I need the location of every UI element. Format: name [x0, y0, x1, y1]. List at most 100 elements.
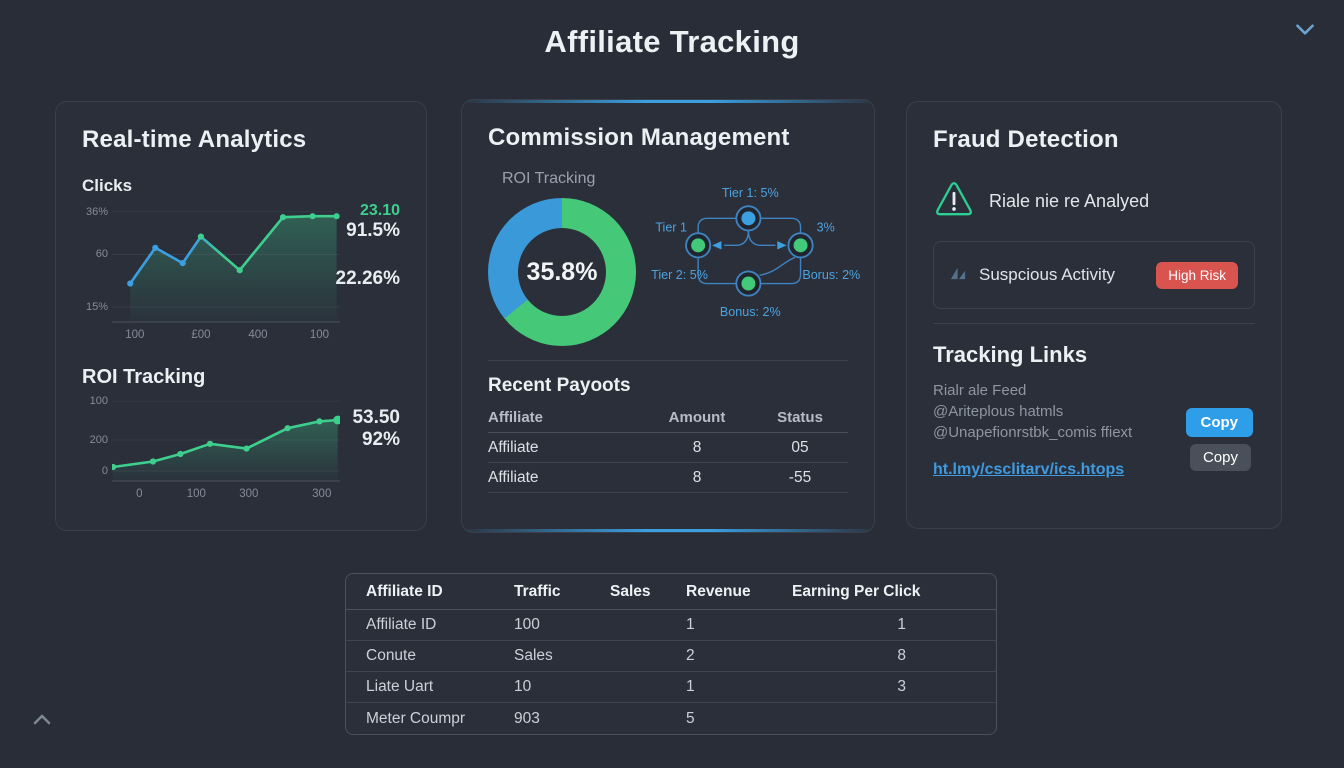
axis-tick: 100: [186, 488, 206, 500]
tracking-link[interactable]: ht.lmy/csclitarv/ics.htops: [933, 461, 1125, 478]
page-title: Affiliate Tracking: [544, 24, 800, 59]
table-cell: Conute: [366, 647, 416, 664]
axis-tick: 60: [95, 248, 108, 261]
suspicious-activity-label: Suspcious Activity: [979, 265, 1116, 284]
clicks-chart: 36% 60 15% 100 £00 400 100 23.10 91.5% 2…: [82, 202, 400, 350]
tracking-links-block: Rialr ale Feed @Ariteplous hatmls @Unape…: [933, 380, 1255, 479]
clicks-y-axis: 36% 60 15%: [82, 202, 108, 350]
table-cell: Meter Coumpr: [366, 709, 466, 727]
suspicious-activity-box: Suspcious Activity High Risk: [933, 241, 1255, 309]
roi-secondary-value: 92%: [361, 429, 400, 450]
divider: [933, 323, 1255, 324]
donut-hole: 35.8%: [518, 228, 606, 316]
clicks-summary-values: 23.10 91.5% 22.26%: [336, 202, 400, 290]
clicks-primary-value: 23.10: [359, 202, 400, 219]
payouts-title: Recent Payoots: [488, 375, 631, 396]
tier-label-left: Tier 1: [655, 220, 687, 234]
payout-row: Affiliate 8 -55: [488, 463, 848, 493]
roi-chart-label: ROI Tracking: [82, 366, 206, 388]
analytics-card-title: Real-time Analytics: [82, 126, 307, 153]
axis-tick: 300: [312, 488, 332, 500]
roi-y-axis: 100 200 0: [82, 395, 108, 503]
roi-summary-values: 53.50 92%: [352, 407, 400, 451]
realtime-analytics-card: Real-time Analytics Clicks 36% 60 15% 10…: [55, 101, 427, 531]
table-cell: 8: [897, 647, 906, 664]
clicks-secondary-value: 91.5%: [346, 220, 400, 241]
axis-tick: 0: [101, 464, 108, 477]
clicks-chart-label: Clicks: [82, 176, 133, 195]
column-header: Traffic: [514, 582, 561, 600]
table-cell: 10: [514, 678, 532, 695]
table-row: Liate Uart 10 1 3: [346, 672, 996, 703]
column-header: Earning Per Click: [792, 582, 921, 600]
clicks-line-chart: [112, 211, 340, 323]
table-row: Conute Sales 2 8: [346, 641, 996, 672]
table-cell: Affiliate ID: [366, 616, 437, 633]
tier-label-right: 3%: [817, 220, 835, 234]
roi-line-chart: [112, 400, 340, 482]
axis-tick: 400: [248, 329, 268, 341]
table-header-row: Affiliate ID Traffic Sales Revenue Earni…: [346, 574, 996, 610]
arrow-right-icon: [777, 241, 787, 250]
table-cell: 05: [791, 438, 809, 456]
clicks-tertiary-value: 22.26%: [335, 268, 400, 289]
table-cell: 1: [686, 678, 695, 695]
tier-label-left-bottom: Tier 2: 5%: [651, 268, 708, 282]
table-cell: Liate Uart: [366, 678, 434, 695]
fraud-detection-card: Fraud Detection Riale nie re Analyed Sus…: [906, 101, 1282, 529]
roi-chart: 100 200 0 0 100 300 300 53.50 92%: [82, 395, 400, 503]
copy-primary-button[interactable]: Copy: [1185, 408, 1253, 437]
table-cell: 1: [686, 616, 695, 633]
copy-secondary-button[interactable]: Copy: [1189, 444, 1251, 471]
donut-label: ROI Tracking: [502, 170, 596, 187]
activity-chart-icon: [950, 264, 967, 286]
roi-primary-value: 53.50: [352, 407, 400, 428]
fraud-alert-row: Riale nie re Analyed: [933, 180, 1255, 223]
payouts-header-row: Affiliate Amount Status: [488, 403, 848, 433]
table-cell: Affiliate: [488, 438, 539, 456]
commission-donut-chart: 35.8%: [488, 198, 636, 346]
divider: [488, 360, 848, 361]
axis-tick: 15%: [85, 300, 108, 313]
feed-line: Rialr ale Feed: [933, 382, 1027, 399]
commission-management-card: Commission Management ROI Tracking 35.8%: [461, 99, 875, 533]
axis-tick: 300: [239, 488, 259, 500]
table-cell: 8: [692, 438, 702, 456]
table-cell: 8: [692, 468, 702, 486]
high-risk-badge: High Risk: [1156, 261, 1238, 289]
commission-donut-block: ROI Tracking 35.8%: [488, 170, 646, 346]
clicks-x-axis: 100 £00 400 100: [112, 329, 340, 343]
table-cell: 3: [897, 678, 906, 695]
tier-label-right-bottom: Borus: 2%: [802, 268, 860, 282]
table-cell: Affiliate: [488, 468, 539, 486]
table-cell: 903: [514, 709, 540, 727]
roi-x-axis: 0 100 300 300: [112, 488, 340, 502]
chevron-down-icon[interactable]: [1292, 16, 1318, 42]
column-header: Affiliate: [488, 409, 544, 426]
arrow-left-icon: [712, 241, 722, 250]
payouts-table: Affiliate Amount Status Affiliate 8 05 Affi…: [488, 403, 848, 493]
table-cell: 100: [514, 616, 540, 633]
feed-line: @Ariteplous hatmls: [933, 403, 1064, 420]
table-cell: 2: [686, 647, 695, 664]
table-row: Meter Coumpr 903 5: [346, 703, 996, 734]
table-cell: 1: [897, 616, 906, 633]
payout-row: Affiliate 8 05: [488, 433, 848, 463]
axis-tick: 100: [125, 329, 145, 341]
tier-label-bottom: Bonus: 2%: [720, 305, 781, 319]
column-header: Status: [777, 409, 823, 426]
table-cell: -55: [788, 468, 812, 486]
axis-tick: £00: [191, 329, 211, 341]
chevron-up-icon[interactable]: [30, 708, 54, 732]
column-header: Sales: [610, 582, 651, 600]
tier-nodes: [685, 205, 814, 297]
tracking-links-title: Tracking Links: [933, 342, 1088, 367]
axis-tick: 100: [309, 329, 330, 341]
donut-center-value: 35.8%: [526, 257, 598, 286]
commission-card-title: Commission Management: [488, 124, 790, 151]
column-header: Amount: [668, 409, 726, 426]
table-row: Affiliate ID 100 1 1: [346, 610, 996, 641]
axis-tick: 36%: [85, 205, 108, 218]
axis-tick: 0: [136, 488, 143, 500]
table-cell: 5: [686, 709, 695, 727]
